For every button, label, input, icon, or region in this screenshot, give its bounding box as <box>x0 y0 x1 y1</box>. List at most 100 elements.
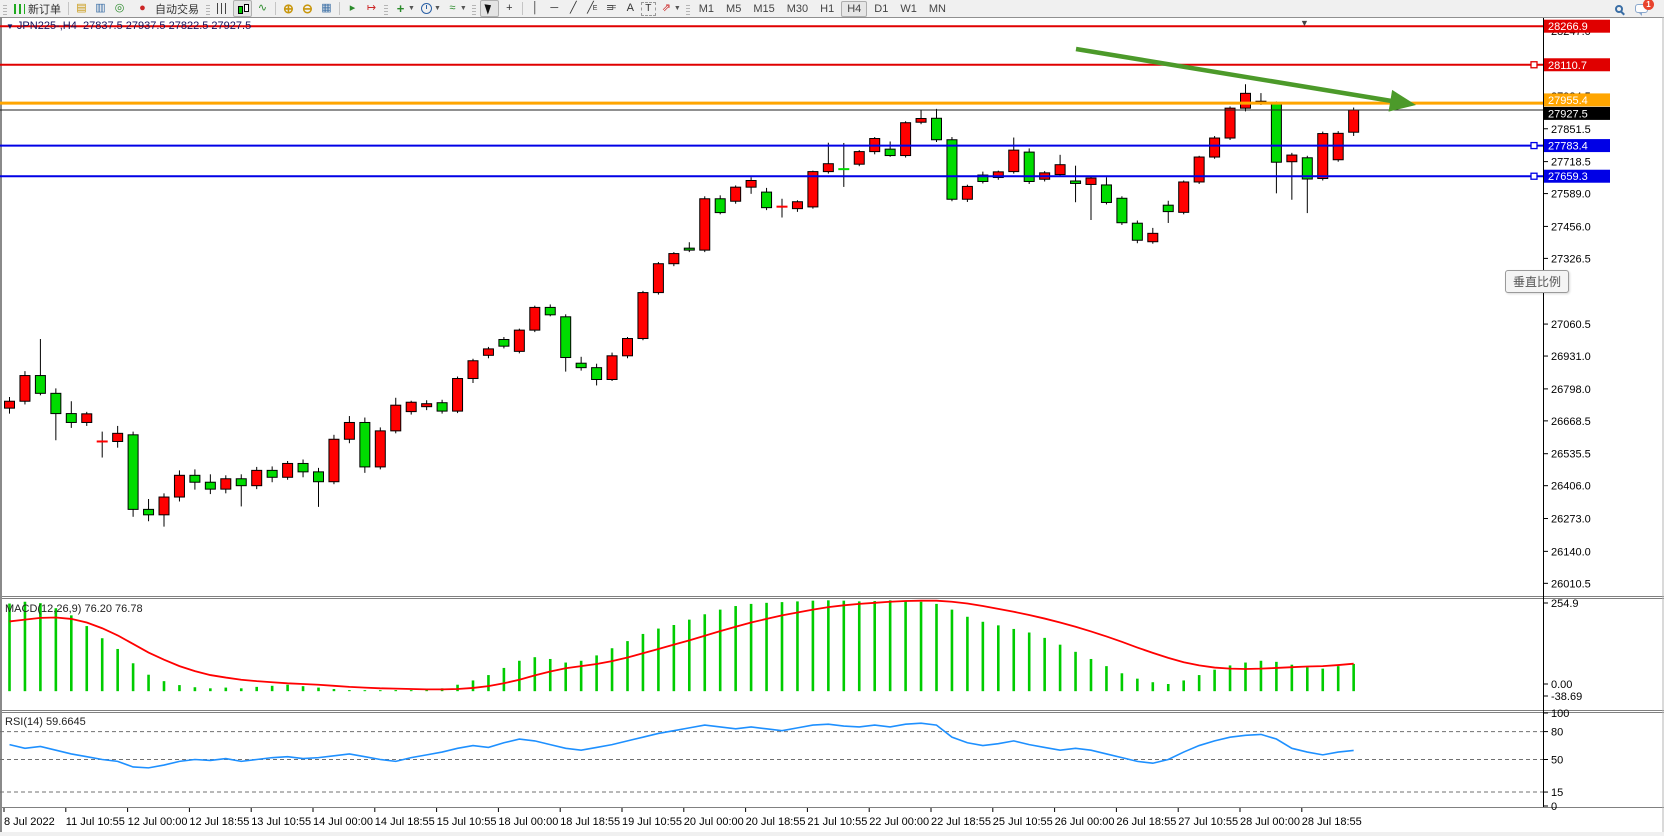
profiles-icon[interactable]: ▥ <box>95 2 106 14</box>
auto-trading-button[interactable]: ● 自动交易 <box>129 1 203 16</box>
toolbar-grip[interactable] <box>471 2 476 15</box>
macd-bar <box>548 658 552 692</box>
macd-bar <box>456 684 459 692</box>
cursor-icon[interactable] <box>479 0 499 17</box>
new-chart-icon[interactable]: + <box>396 1 405 16</box>
rsi-scale-label: 80 <box>1551 727 1563 739</box>
crosshair-icon[interactable]: + <box>506 2 513 14</box>
toolbar-grip[interactable] <box>685 2 690 15</box>
hline-handle[interactable] <box>1530 172 1538 180</box>
chevron-down-icon[interactable]: ▼ <box>433 5 441 12</box>
tab-h1[interactable]: H1 <box>820 2 835 15</box>
rsi-line <box>9 722 1354 769</box>
toolbar: 新订单 ▤ ▥ ◎ ● 自动交易 ∿ ⊕ ⊖ ▦ ▸ ↦ + ▼ ▼ ≈ ▼ + │… <box>0 0 1664 18</box>
bar-chart-icon[interactable] <box>214 1 231 16</box>
candle <box>34 375 46 394</box>
tab-w1[interactable]: W1 <box>900 2 917 15</box>
separator <box>275 2 276 15</box>
tab-h4[interactable]: H4 <box>841 0 868 17</box>
candlestick-chart-icon[interactable] <box>233 0 252 17</box>
macd-bar <box>1290 664 1294 692</box>
zoom-out-icon[interactable]: ⊖ <box>302 1 313 16</box>
line-chart-icon[interactable]: ∿ <box>257 2 268 14</box>
candle <box>683 247 695 251</box>
chart-window[interactable]: ▼28247.027984.527851.527718.527589.02745… <box>0 17 1664 836</box>
fibonacci-icon[interactable]: ≡ F <box>606 2 617 14</box>
macd-bar <box>379 690 382 692</box>
macd-bar <box>178 685 181 692</box>
tab-m1[interactable]: M1 <box>698 2 715 15</box>
chevron-down-icon[interactable]: ▼ <box>673 5 681 12</box>
candle <box>405 401 417 413</box>
indicators-icon[interactable]: ≈ <box>449 2 456 14</box>
shapes-icon[interactable]: ⇗ <box>661 2 671 14</box>
market-watch-icon[interactable]: ▤ <box>76 2 87 14</box>
horizontal-line-icon[interactable]: ─ <box>550 2 559 14</box>
toolbar-grip[interactable] <box>384 2 388 15</box>
tab-m30[interactable]: M30 <box>786 2 809 15</box>
tab-m5[interactable]: M5 <box>726 2 742 15</box>
separator <box>339 2 340 15</box>
time-axis-label: 28 Jul 00:00 <box>1240 816 1300 828</box>
macd-bar <box>1012 628 1016 692</box>
macd-bar <box>857 601 861 692</box>
price-tick-label: 26010.5 <box>1551 578 1591 590</box>
rsi-scale-label: 100 <box>1551 708 1569 720</box>
macd-label: MACD(12,26,9) 76.20 76.78 <box>5 603 143 615</box>
time-axis-label: 22 Jul 18:55 <box>931 816 991 828</box>
candle <box>1301 157 1313 180</box>
trendline-icon[interactable]: ╱ <box>570 2 577 14</box>
chart-plot[interactable]: ▼28247.027984.527851.527718.527589.02745… <box>0 17 1664 836</box>
price-tag-label: 27659.3 <box>1548 171 1588 183</box>
tab-d1[interactable]: D1 <box>874 2 889 15</box>
macd-bar <box>518 660 521 692</box>
candle <box>699 198 711 251</box>
tab-mn[interactable]: MN <box>928 2 946 15</box>
symbol-caret-icon[interactable]: ▼ <box>6 22 14 31</box>
auto-scroll-icon[interactable]: ▸ <box>349 2 356 14</box>
chat-icon[interactable]: 1 <box>1634 0 1654 16</box>
candle <box>251 469 263 487</box>
candle <box>452 378 464 412</box>
candle <box>50 392 62 415</box>
hline-handle[interactable] <box>1530 61 1538 69</box>
time-axis-label: 20 Jul 18:55 <box>746 816 806 828</box>
search-icon[interactable] <box>1610 1 1628 16</box>
macd-bar <box>1136 678 1139 692</box>
zoom-in-icon[interactable]: ⊕ <box>283 1 294 16</box>
tab-m15[interactable]: M15 <box>753 2 775 15</box>
price-tag <box>1544 19 1610 33</box>
vertical-line-icon[interactable]: │ <box>531 2 539 14</box>
toolbar-grip[interactable] <box>3 2 7 15</box>
candle <box>1240 92 1251 109</box>
toolbar-grip[interactable] <box>206 2 210 15</box>
candle <box>1085 177 1097 185</box>
candle <box>1116 197 1128 224</box>
price-tag-label: 27955.4 <box>1548 95 1588 107</box>
macd-bar <box>796 601 799 692</box>
chevron-down-icon[interactable]: ▼ <box>408 5 415 12</box>
chevron-down-icon[interactable]: ▼ <box>459 5 467 12</box>
macd-bar <box>873 601 876 692</box>
macd-bar <box>394 690 398 692</box>
candle <box>1270 103 1282 163</box>
new-order-button[interactable]: 新订单 <box>10 1 65 16</box>
hline-handle[interactable] <box>1530 141 1538 150</box>
trend-arrow-head[interactable] <box>1388 89 1416 112</box>
notification-badge: 1 <box>1643 0 1654 10</box>
macd-bar <box>966 616 969 692</box>
tile-windows-icon[interactable]: ▦ <box>321 2 332 14</box>
trend-arrow[interactable] <box>1075 46 1397 104</box>
candle <box>652 263 664 294</box>
candle <box>313 471 324 483</box>
macd-bar <box>811 600 815 692</box>
text-icon[interactable]: A <box>626 2 634 14</box>
period-icon[interactable] <box>418 1 435 16</box>
chart-shift-marker[interactable]: ▼ <box>1300 18 1309 28</box>
macd-bar <box>1213 669 1216 692</box>
macd-bar <box>1259 660 1263 692</box>
signals-icon[interactable]: ◎ <box>114 2 125 14</box>
text-label-icon[interactable]: T <box>640 1 656 16</box>
chart-shift-icon[interactable]: ↦ <box>366 2 377 14</box>
channel-icon[interactable]: ╱ E <box>587 2 598 14</box>
